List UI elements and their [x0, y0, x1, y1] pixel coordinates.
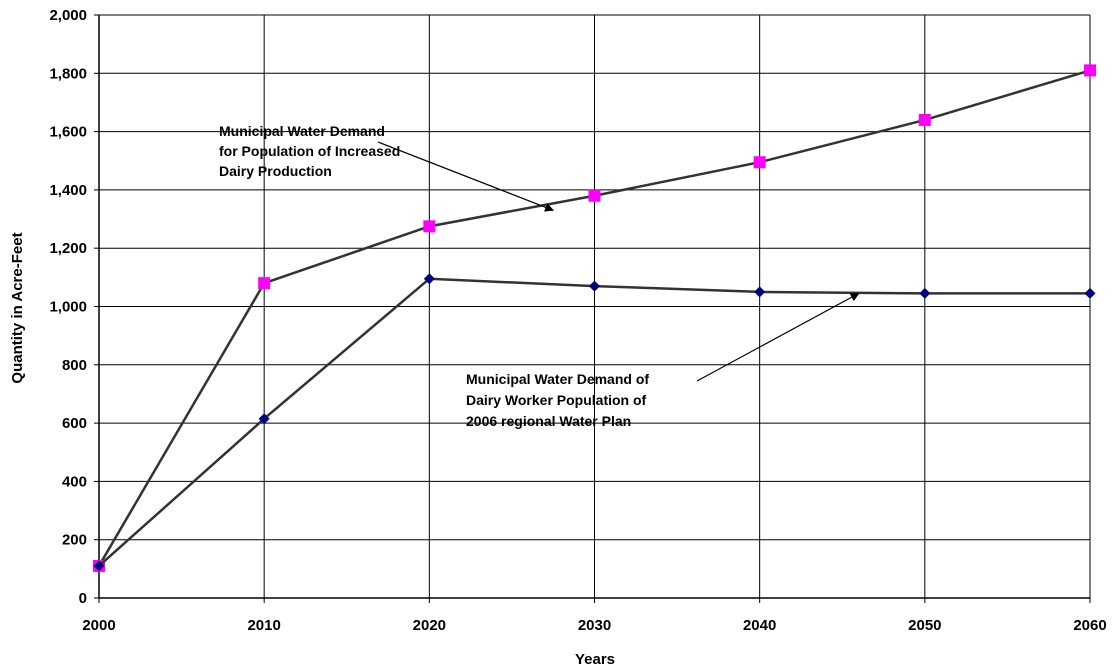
- annotation-1-text: Dairy Worker Population of: [466, 392, 647, 408]
- y-tick-label: 1,800: [49, 65, 87, 82]
- y-tick-label: 1,000: [49, 299, 87, 316]
- y-tick-label: 0: [79, 590, 87, 607]
- y-tick-label: 1,200: [49, 240, 87, 257]
- y-tick-label: 200: [62, 532, 87, 549]
- series-0-point: [918, 113, 931, 126]
- x-axis-label: Years: [575, 651, 615, 668]
- x-tick-label: 2020: [413, 617, 446, 634]
- annotation-0-text: Dairy Production: [219, 163, 332, 179]
- x-tick-label: 2030: [578, 617, 611, 634]
- x-tick-label: 2010: [247, 617, 280, 634]
- series-0-point: [258, 277, 271, 290]
- annotation-0-text: for Population of Increased: [219, 143, 400, 159]
- axes: [94, 14, 1091, 603]
- grid-lines: [99, 14, 1091, 598]
- series-0-point: [753, 156, 766, 169]
- series-1-point: [93, 560, 105, 572]
- annotations: Municipal Water Demand for Population of …: [219, 123, 860, 429]
- x-tick-label: 2040: [743, 617, 776, 634]
- series-1-point: [1084, 287, 1096, 299]
- x-tick-label: 2050: [908, 617, 941, 634]
- series-1-point: [258, 413, 270, 425]
- annotation-1-text: Municipal Water Demand of: [466, 371, 649, 387]
- series-1-point: [919, 287, 931, 299]
- annotation-1-text: 2006 regional Water Plan: [466, 413, 631, 429]
- y-tick-label: 600: [62, 415, 87, 432]
- series-0-point: [423, 220, 436, 233]
- series-1-point: [589, 280, 600, 292]
- series-0-point: [588, 189, 601, 202]
- y-tick-label: 400: [62, 473, 87, 490]
- annotation-0-arrow: [377, 141, 555, 212]
- series-1-point: [754, 286, 766, 298]
- series-1-point: [423, 273, 435, 285]
- series-0-point: [1084, 64, 1096, 77]
- x-tick-label: 2000: [82, 617, 115, 634]
- annotation-1-arrow: [696, 292, 860, 382]
- y-axis-label: Quantity in Acre-Feet: [9, 232, 26, 383]
- annotation-0-text: Municipal Water Demand: [219, 123, 385, 139]
- x-tick-label: 2060: [1073, 617, 1106, 634]
- series-group: [93, 64, 1096, 572]
- y-tick-label: 800: [62, 357, 87, 374]
- y-tick-labels: 0 200 400 600 800 1,000 1,200 1,400 1,600 1,800 2,…: [49, 7, 87, 607]
- y-tick-label: 1,400: [49, 182, 87, 199]
- y-tick-label: 2,000: [49, 7, 87, 24]
- x-tick-labels: 2000 2010 2020 2030 2040 2050 2060: [82, 617, 1106, 634]
- y-tick-label: 1,600: [49, 124, 87, 141]
